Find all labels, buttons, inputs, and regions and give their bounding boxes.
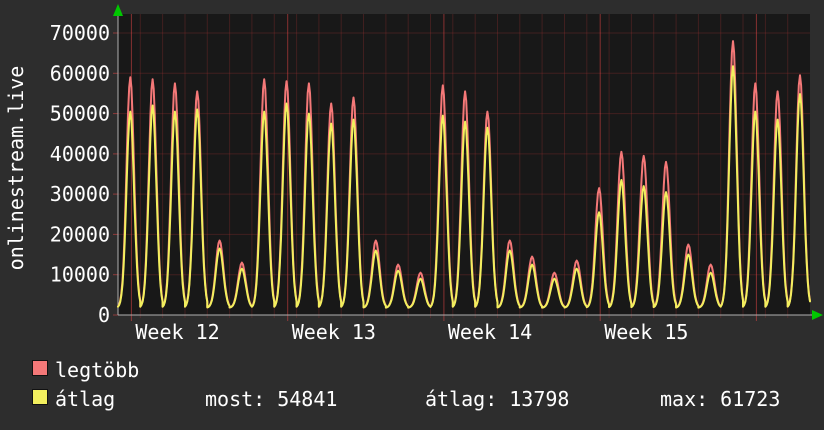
x-tick-label: Week 14: [448, 320, 532, 344]
x-axis-arrow-icon: [812, 310, 823, 320]
x-tick-label: Week 12: [135, 320, 219, 344]
stat-atlag: átlag: 13798: [425, 387, 569, 411]
stat-most-value: 54841: [277, 387, 338, 411]
legend-swatch-atlag: [32, 389, 48, 405]
legend-label-legtobb: legtöbb: [55, 358, 140, 382]
legend-row-atlag: átlag most: 54841 átlag: 13798 max: 61723: [0, 387, 824, 413]
y-tick-label: 20000: [50, 222, 110, 246]
legend-row-legtobb: legtöbb: [0, 358, 824, 384]
series-line-atlag: [117, 65, 811, 309]
stat-atlag-value: 13798: [509, 387, 570, 411]
stat-max-value: 61723: [720, 387, 781, 411]
y-tick-label: 30000: [50, 182, 110, 206]
y-tick-label: 0: [98, 303, 110, 327]
stat-most-label: most:: [205, 387, 266, 411]
y-tick-label: 60000: [50, 61, 110, 85]
y-axis-arrow-icon: [113, 4, 123, 16]
stat-max: max: 61723: [660, 387, 780, 411]
y-tick-label: 50000: [50, 102, 110, 126]
stat-max-label: max:: [660, 387, 709, 411]
x-tick-label: Week 13: [292, 320, 376, 344]
stat-atlag-label: átlag:: [425, 387, 498, 411]
stat-most: most: 54841: [205, 387, 337, 411]
y-tick-label: 40000: [50, 142, 110, 166]
x-tick-label: Week 15: [604, 320, 688, 344]
chart-plot: 0 10000 20000 30000 40000 50000 60000 70000 Week…: [50, 4, 823, 344]
legend-swatch-legtobb: [32, 360, 48, 376]
legend-label-atlag: átlag: [55, 387, 116, 411]
plot-background: [118, 14, 810, 315]
y-tick-label: 10000: [50, 263, 110, 287]
y-tick-label: 70000: [50, 21, 110, 45]
